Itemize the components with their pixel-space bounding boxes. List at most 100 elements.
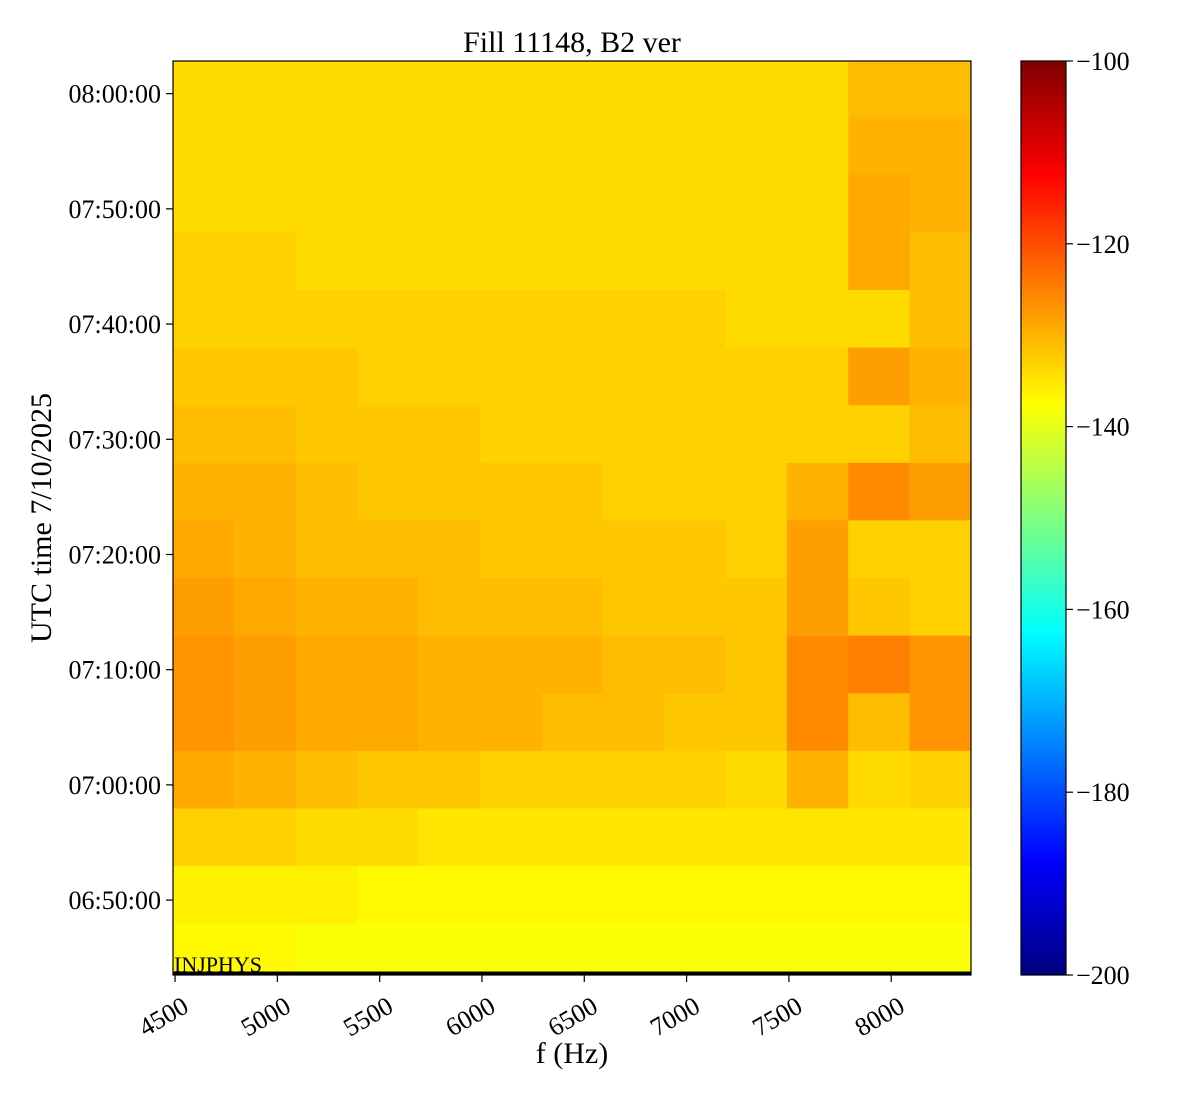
colorbar-tick-label: −180 xyxy=(1076,778,1130,807)
heatmap-cell xyxy=(909,750,971,809)
heatmap-cell xyxy=(541,174,604,233)
heatmap-cell xyxy=(234,347,297,406)
heatmap-cell xyxy=(909,635,971,694)
colorbar xyxy=(1020,60,1067,976)
heatmap-cell xyxy=(295,635,358,694)
heatmap-cell xyxy=(725,635,788,694)
heatmap-cell xyxy=(357,807,420,867)
chart-title: Fill 11148, B2 ver xyxy=(463,26,681,59)
heatmap-cell xyxy=(664,635,726,694)
heatmap-cell xyxy=(909,807,971,867)
plot-frame xyxy=(172,60,972,976)
heatmap-cell xyxy=(725,807,788,867)
x-tick-label: 7000 xyxy=(645,991,705,1042)
heatmap-cell xyxy=(418,61,481,118)
heatmap-cell xyxy=(848,404,911,463)
heatmap-cell xyxy=(173,231,235,290)
heatmap-cell xyxy=(725,462,788,521)
heatmap-cell xyxy=(479,923,542,975)
heatmap-cell xyxy=(541,692,604,751)
heatmap-cell xyxy=(664,750,726,809)
x-tick-label: 5500 xyxy=(338,991,398,1042)
heatmap-cell xyxy=(848,635,911,694)
heatmap-cell xyxy=(909,865,971,924)
heatmap-cell xyxy=(418,692,481,751)
heatmap-cell xyxy=(173,923,235,975)
heatmap-cell xyxy=(602,289,665,348)
heatmap-cell xyxy=(541,865,604,924)
heatmap-cell xyxy=(357,404,420,463)
heatmap-cell xyxy=(786,231,849,290)
heatmap-cell xyxy=(173,519,235,579)
heatmap-cell xyxy=(479,61,542,118)
heatmap-cell xyxy=(418,289,481,348)
heatmap-cell xyxy=(602,174,665,233)
x-tick-label: 8000 xyxy=(850,991,910,1042)
heatmap-cell xyxy=(479,635,542,694)
heatmap-cell xyxy=(479,404,542,463)
heatmap-cell xyxy=(602,750,665,809)
heatmap-cell xyxy=(725,923,788,975)
y-tick-label: 07:40:00 xyxy=(69,310,161,339)
heatmap-cell xyxy=(418,923,481,975)
heatmap-cell xyxy=(602,61,665,118)
heatmap-cell xyxy=(541,462,604,521)
heatmap-cell xyxy=(848,519,911,579)
heatmap-cell xyxy=(295,116,358,175)
heatmap-cell xyxy=(234,750,297,809)
colorbar-tick-label: −100 xyxy=(1076,47,1130,76)
heatmap-cell xyxy=(173,750,235,809)
heatmap-cell xyxy=(173,174,235,233)
heatmap-cell xyxy=(725,865,788,924)
heatmap-cell xyxy=(357,347,420,406)
heatmap-cell xyxy=(479,347,542,406)
heatmap-cell xyxy=(848,692,911,751)
colorbar-tick-label: −160 xyxy=(1076,595,1130,624)
heatmap-cell xyxy=(602,231,665,290)
heatmap-cell xyxy=(295,519,358,579)
heatmap-cell xyxy=(357,635,420,694)
heatmap-cell xyxy=(418,577,481,636)
heatmap-cell xyxy=(848,923,911,975)
heatmap-cell xyxy=(479,174,542,233)
heatmap-cell xyxy=(295,231,358,290)
heatmap-cell xyxy=(357,231,420,290)
heatmap-cell xyxy=(664,231,726,290)
heatmap-cell xyxy=(786,923,849,975)
heatmap-cell xyxy=(786,404,849,463)
y-tick-label: 07:10:00 xyxy=(69,656,161,685)
heatmap-cell xyxy=(173,347,235,406)
heatmap-cell xyxy=(357,750,420,809)
heatmap-cell xyxy=(786,577,849,636)
heatmap-cell xyxy=(664,807,726,867)
heatmap-cell xyxy=(786,462,849,521)
heatmap-cell xyxy=(664,61,726,118)
y-tick-label: 07:50:00 xyxy=(69,195,161,224)
heatmap-cell xyxy=(725,692,788,751)
heatmap-cell xyxy=(602,923,665,975)
heatmap-cell xyxy=(848,347,911,406)
heatmap-cell xyxy=(418,807,481,867)
x-tick-label: 7500 xyxy=(748,991,808,1042)
heatmap-cell xyxy=(234,692,297,751)
heatmap-cell xyxy=(541,347,604,406)
heatmap-cell xyxy=(786,116,849,175)
heatmap-cell xyxy=(664,923,726,975)
heatmap-cell xyxy=(357,174,420,233)
heatmap-cell xyxy=(357,692,420,751)
heatmap-cell xyxy=(909,289,971,348)
heatmap-cell xyxy=(173,807,235,867)
heatmap-cell xyxy=(295,750,358,809)
heatmap-cell xyxy=(664,692,726,751)
annotation: INJPHYS xyxy=(174,952,262,977)
heatmap-cell xyxy=(234,865,297,924)
heatmap-cell xyxy=(295,692,358,751)
heatmap-cell xyxy=(234,231,297,290)
heatmap-cell xyxy=(479,289,542,348)
heatmap-cell xyxy=(909,923,971,975)
heatmap-cell xyxy=(664,462,726,521)
heatmap-cell xyxy=(479,577,542,636)
heatmap-cell xyxy=(357,61,420,118)
heatmap-cell xyxy=(479,807,542,867)
